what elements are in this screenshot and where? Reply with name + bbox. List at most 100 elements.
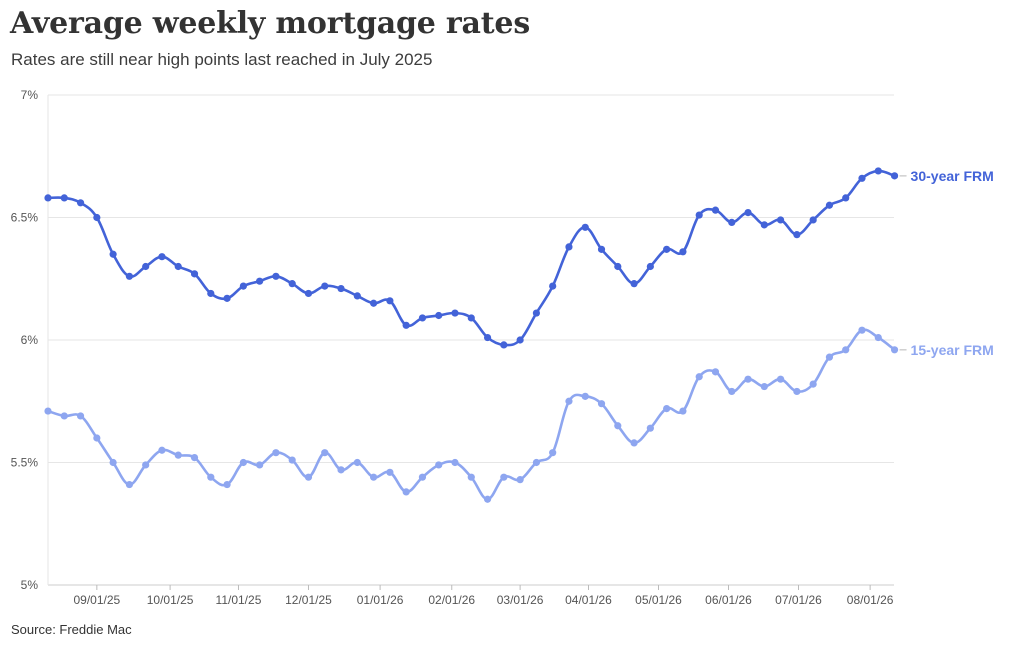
- data-point-15-year-frm: [370, 473, 378, 481]
- data-point-15-year-frm: [353, 458, 361, 467]
- data-point-30-year-frm: [109, 250, 117, 258]
- data-point-30-year-frm: [44, 194, 52, 202]
- data-point-30-year-frm: [890, 172, 899, 180]
- data-point-30-year-frm: [304, 289, 313, 298]
- data-point-15-year-frm: [663, 405, 671, 413]
- data-point-30-year-frm: [760, 221, 768, 229]
- data-point-15-year-frm: [435, 461, 443, 469]
- chart-title: Average weekly mortgage rates: [10, 6, 531, 41]
- y-tick-label: 6%: [21, 333, 39, 347]
- data-point-15-year-frm: [858, 326, 866, 334]
- data-point-15-year-frm: [256, 461, 264, 469]
- data-point-15-year-frm: [386, 468, 394, 476]
- data-point-30-year-frm: [663, 245, 671, 253]
- x-tick-label: 01/01/26: [357, 593, 404, 607]
- x-tick-label: 08/01/26: [847, 593, 894, 607]
- data-point-15-year-frm: [679, 407, 687, 415]
- data-point-30-year-frm: [532, 309, 541, 317]
- data-point-30-year-frm: [353, 292, 361, 300]
- y-tick-label: 6.5%: [11, 211, 39, 225]
- data-point-15-year-frm: [44, 407, 52, 415]
- data-point-30-year-frm: [630, 280, 638, 288]
- x-tick-label: 03/01/26: [497, 593, 544, 607]
- data-point-15-year-frm: [142, 461, 150, 469]
- x-tick-label: 04/01/26: [565, 593, 612, 607]
- series-lines: [44, 167, 899, 503]
- data-point-15-year-frm: [174, 451, 182, 459]
- data-point-30-year-frm: [874, 167, 882, 175]
- data-point-15-year-frm: [825, 353, 834, 361]
- data-point-30-year-frm: [125, 272, 133, 280]
- data-point-15-year-frm: [109, 458, 117, 467]
- data-point-15-year-frm: [93, 434, 101, 442]
- data-point-30-year-frm: [223, 294, 231, 302]
- data-point-15-year-frm: [597, 400, 606, 408]
- data-point-15-year-frm: [125, 480, 133, 489]
- x-tick-label: 06/01/26: [705, 593, 752, 607]
- data-point-15-year-frm: [60, 412, 68, 420]
- data-point-30-year-frm: [76, 199, 85, 207]
- data-point-15-year-frm: [793, 387, 801, 396]
- y-tick-label: 5%: [21, 578, 39, 592]
- data-point-30-year-frm: [402, 321, 410, 329]
- data-point-15-year-frm: [695, 373, 703, 381]
- data-point-30-year-frm: [777, 216, 785, 224]
- y-tick-label: 5.5%: [11, 456, 39, 470]
- data-point-30-year-frm: [272, 272, 280, 280]
- x-tick-label: 12/01/25: [285, 593, 332, 607]
- data-point-15-year-frm: [711, 368, 720, 376]
- data-point-15-year-frm: [190, 454, 199, 462]
- data-point-15-year-frm: [728, 387, 736, 396]
- data-point-30-year-frm: [597, 245, 606, 253]
- data-point-30-year-frm: [142, 262, 150, 271]
- x-tick-label: 07/01/26: [775, 593, 822, 607]
- data-point-30-year-frm: [174, 262, 182, 271]
- data-point-30-year-frm: [809, 216, 817, 224]
- data-point-30-year-frm: [288, 280, 296, 288]
- data-point-30-year-frm: [744, 209, 752, 217]
- data-point-15-year-frm: [744, 375, 752, 383]
- data-point-15-year-frm: [158, 446, 166, 454]
- data-point-30-year-frm: [646, 262, 654, 271]
- data-point-30-year-frm: [190, 270, 199, 278]
- gridlines: [47, 94, 894, 586]
- data-point-30-year-frm: [321, 282, 329, 290]
- data-point-30-year-frm: [581, 223, 589, 231]
- data-point-15-year-frm: [402, 488, 410, 496]
- x-tick-label: 02/01/26: [428, 593, 475, 607]
- data-point-15-year-frm: [500, 473, 508, 481]
- data-point-15-year-frm: [760, 382, 768, 391]
- data-point-15-year-frm: [614, 422, 622, 430]
- series-label-15-year-frm: 15-year FRM: [911, 342, 994, 358]
- data-point-30-year-frm: [93, 213, 101, 222]
- data-point-30-year-frm: [614, 262, 622, 271]
- axes: 5% 5.5% 6% 6.5% 7% 09/01/25 10/01/25 11/01/25 12…: [11, 88, 894, 607]
- data-point-30-year-frm: [793, 231, 801, 239]
- data-point-30-year-frm: [500, 341, 508, 349]
- data-point-15-year-frm: [239, 458, 247, 467]
- x-tick-label: 10/01/25: [147, 593, 194, 607]
- data-point-30-year-frm: [695, 211, 703, 219]
- x-tick-label: 09/01/25: [73, 593, 120, 607]
- x-tick-label: 05/01/26: [635, 593, 682, 607]
- data-point-30-year-frm: [337, 284, 345, 293]
- series-30-year-frm: [44, 167, 899, 349]
- data-point-15-year-frm: [874, 333, 882, 342]
- data-point-30-year-frm: [483, 333, 492, 342]
- data-point-15-year-frm: [223, 480, 231, 489]
- data-point-15-year-frm: [549, 449, 557, 457]
- x-tick-label: 11/01/25: [216, 593, 262, 607]
- chart-subtitle: Rates are still near high points last re…: [11, 50, 433, 69]
- data-point-30-year-frm: [565, 243, 573, 251]
- data-point-15-year-frm: [451, 458, 459, 467]
- data-point-15-year-frm: [581, 392, 589, 400]
- data-point-30-year-frm: [60, 194, 68, 202]
- data-point-30-year-frm: [158, 253, 166, 261]
- data-point-15-year-frm: [532, 458, 541, 467]
- data-point-30-year-frm: [418, 314, 427, 322]
- data-point-30-year-frm: [435, 311, 443, 320]
- data-point-30-year-frm: [239, 282, 247, 290]
- data-point-30-year-frm: [467, 314, 475, 322]
- data-point-15-year-frm: [890, 346, 899, 354]
